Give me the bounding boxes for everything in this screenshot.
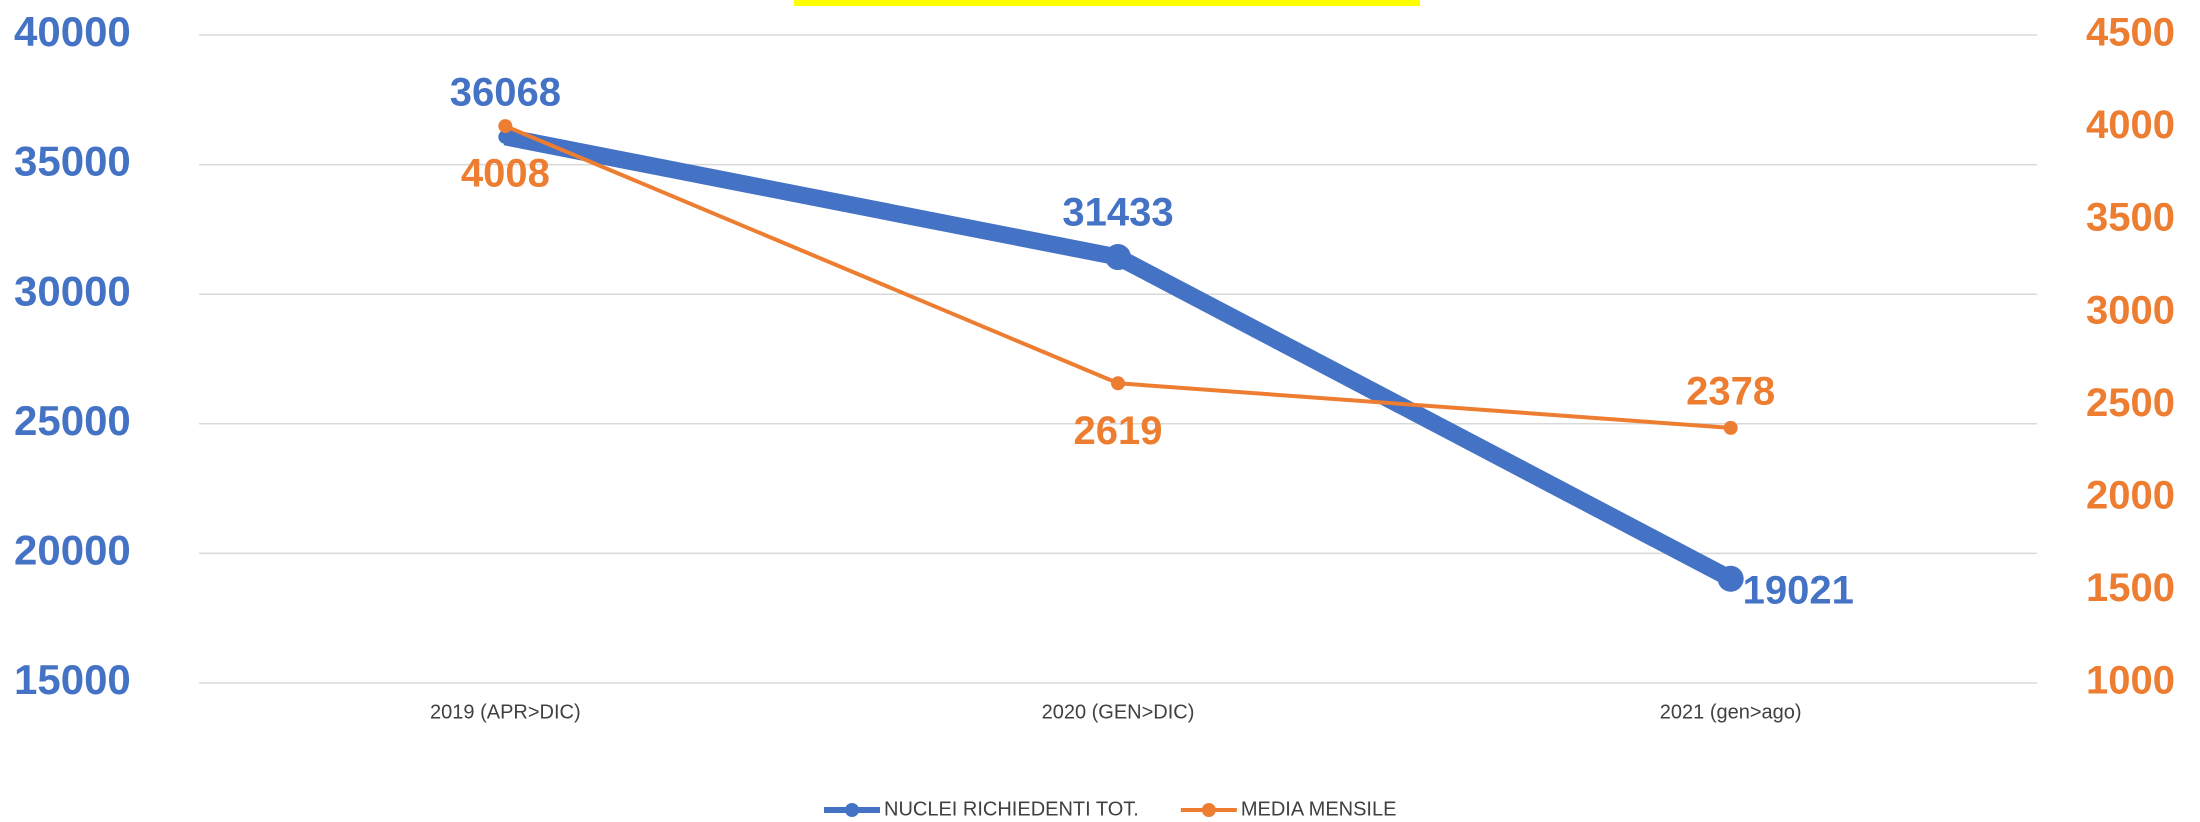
data-label: 2378 (1686, 369, 1775, 413)
data-label: 19021 (1743, 568, 1854, 612)
y-tick-label: 35000 (14, 138, 131, 185)
y-tick-label: 15000 (14, 656, 131, 703)
point (498, 129, 513, 144)
point (1723, 420, 1738, 435)
legend-marker (845, 803, 859, 817)
point (1717, 565, 1744, 592)
point (498, 119, 513, 134)
y-tick-label: 20000 (14, 526, 131, 573)
y2-tick-label: 2500 (2086, 381, 2175, 425)
data-label: 31433 (1062, 191, 1173, 235)
y-tick-label: 25000 (14, 397, 131, 444)
y2-tick-label: 4500 (2086, 11, 2175, 55)
point (1111, 376, 1125, 391)
y2-tick-label: 1000 (2086, 659, 2175, 703)
data-label: 36068 (450, 70, 561, 114)
legend-label: NUCLEI RICHIEDENTI TOT. (884, 798, 1139, 820)
x-tick-label: 2021 (gen>ago) (1660, 701, 1802, 723)
data-label: 4008 (461, 152, 550, 196)
legend-label: MEDIA MENSILE (1241, 798, 1397, 820)
y2-tick-label: 4000 (2086, 103, 2175, 147)
y-tick-label: 40000 (14, 8, 131, 55)
y2-tick-label: 2000 (2086, 473, 2175, 517)
y2-tick-label: 3500 (2086, 196, 2175, 240)
x-tick-label: 2020 (GEN>DIC) (1042, 701, 1195, 723)
legend-marker (1201, 803, 1216, 817)
point (1105, 244, 1131, 271)
x-tick-label: 2019 (APR>DIC) (430, 701, 581, 723)
highlight-box (794, 0, 1420, 6)
y-tick-label: 30000 (14, 267, 131, 314)
y2-tick-label: 1500 (2086, 566, 2175, 610)
data-label: 2619 (1074, 409, 1163, 453)
y2-tick-label: 3000 (2086, 288, 2175, 332)
